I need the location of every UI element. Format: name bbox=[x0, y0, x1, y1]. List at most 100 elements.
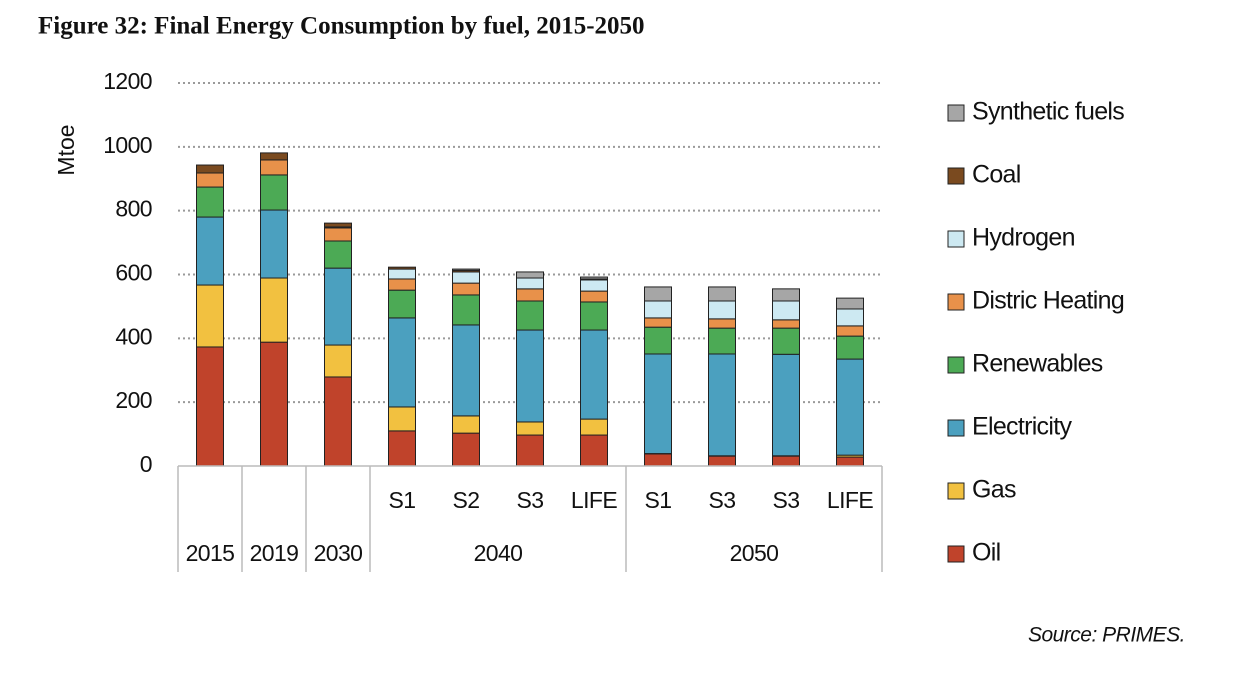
bar-segment bbox=[324, 267, 352, 346]
bar-segment bbox=[772, 300, 800, 321]
bar-segment bbox=[580, 301, 608, 331]
bar-segment bbox=[644, 326, 672, 355]
bar-segment bbox=[516, 421, 544, 436]
bar-segment bbox=[836, 308, 864, 327]
x-tick-label: S2 bbox=[453, 487, 480, 513]
bar-segment bbox=[388, 289, 416, 319]
bar-segment bbox=[196, 186, 224, 218]
bar-segment bbox=[324, 240, 352, 269]
legend-label: Distric Heating bbox=[972, 287, 1124, 315]
source-note: Source: PRIMES. bbox=[1028, 624, 1185, 647]
y-tick-label: 1200 bbox=[103, 68, 152, 94]
group-label: 2050 bbox=[730, 540, 779, 566]
bar-segment bbox=[196, 164, 224, 174]
bar-segment bbox=[644, 286, 672, 302]
x-tick-label: LIFE bbox=[571, 487, 617, 513]
bar-segment bbox=[772, 327, 800, 355]
y-tick-label: 0 bbox=[140, 451, 152, 477]
y-tick-label: 800 bbox=[115, 196, 152, 222]
bar-segment bbox=[772, 353, 800, 457]
bar-segment bbox=[580, 329, 608, 420]
bar-segment bbox=[644, 317, 672, 328]
bar-segment bbox=[644, 353, 672, 455]
bar-segment bbox=[452, 282, 480, 296]
bar-segment bbox=[708, 318, 736, 329]
bar-segment bbox=[836, 358, 864, 456]
legend-label: Synthetic fuels bbox=[972, 98, 1124, 126]
bar-segment bbox=[708, 286, 736, 302]
bar-segment bbox=[388, 317, 416, 408]
y-tick-label: 200 bbox=[115, 387, 152, 413]
x-tick-label: 2015 bbox=[186, 540, 235, 566]
bar-segment bbox=[260, 159, 288, 176]
bar-segment bbox=[580, 276, 608, 280]
bar-segment bbox=[708, 455, 736, 467]
bar-segment bbox=[836, 456, 864, 467]
legend-label: Hydrogen bbox=[972, 224, 1075, 252]
x-tick-label: 2030 bbox=[314, 540, 363, 566]
bar-segment bbox=[324, 376, 352, 467]
bar-segment bbox=[708, 353, 736, 457]
bar-segment bbox=[324, 227, 352, 242]
x-tick-label: S1 bbox=[389, 487, 416, 513]
bar-segment bbox=[580, 434, 608, 467]
group-label: 2040 bbox=[474, 540, 523, 566]
x-tick-label: LIFE bbox=[827, 487, 873, 513]
bar-segment bbox=[196, 172, 224, 188]
bar-segment bbox=[516, 271, 544, 279]
bar-segment bbox=[452, 268, 480, 271]
bar-segment bbox=[452, 432, 480, 467]
bar-segment bbox=[260, 209, 288, 279]
bar-segment bbox=[452, 324, 480, 417]
legend-swatch bbox=[947, 230, 965, 248]
legend-swatch bbox=[947, 356, 965, 374]
x-tick-label: S1 bbox=[645, 487, 672, 513]
legend-label: Coal bbox=[972, 161, 1021, 189]
bar-segment bbox=[516, 329, 544, 423]
y-axis-label: Mtoe bbox=[53, 124, 79, 175]
bar-segment bbox=[260, 341, 288, 467]
legend-swatch bbox=[947, 419, 965, 437]
x-tick-label: S3 bbox=[773, 487, 800, 513]
legend-swatch bbox=[947, 104, 965, 122]
bar-segment bbox=[644, 453, 672, 467]
y-tick-label: 400 bbox=[115, 323, 152, 349]
legend-swatch bbox=[947, 167, 965, 185]
legend-swatch bbox=[947, 482, 965, 500]
bar-segment bbox=[388, 268, 416, 280]
bar-segment bbox=[196, 284, 224, 348]
bar-segment bbox=[580, 279, 608, 292]
bar-segment bbox=[388, 406, 416, 432]
bar-segment bbox=[452, 294, 480, 326]
bar-segment bbox=[388, 266, 416, 270]
legend-swatch bbox=[947, 545, 965, 563]
bar-segment bbox=[196, 346, 224, 467]
bar-segment bbox=[260, 277, 288, 343]
bar-segment bbox=[260, 174, 288, 211]
x-tick-label: S3 bbox=[709, 487, 736, 513]
bar-segment bbox=[516, 434, 544, 467]
bar-segment bbox=[836, 325, 864, 337]
legend-label: Renewables bbox=[972, 350, 1103, 378]
bar-segment bbox=[452, 415, 480, 434]
legend-label: Gas bbox=[972, 476, 1016, 504]
x-tick-label: S3 bbox=[517, 487, 544, 513]
bar-segment bbox=[516, 300, 544, 331]
bar-segment bbox=[516, 288, 544, 302]
bar-segment bbox=[196, 216, 224, 286]
bar-segment bbox=[324, 344, 352, 378]
legend-label: Oil bbox=[972, 539, 1000, 567]
legend-swatch bbox=[947, 293, 965, 311]
x-tick-label: 2019 bbox=[250, 540, 299, 566]
bar-segment bbox=[836, 335, 864, 360]
bar-segment bbox=[772, 319, 800, 329]
y-tick-label: 1000 bbox=[103, 132, 152, 158]
bar-segment bbox=[516, 277, 544, 290]
legend-label: Electricity bbox=[972, 413, 1072, 441]
y-tick-label: 600 bbox=[115, 260, 152, 286]
bar-segment bbox=[836, 297, 864, 310]
bar-segment bbox=[388, 278, 416, 291]
bar-segment bbox=[772, 455, 800, 467]
